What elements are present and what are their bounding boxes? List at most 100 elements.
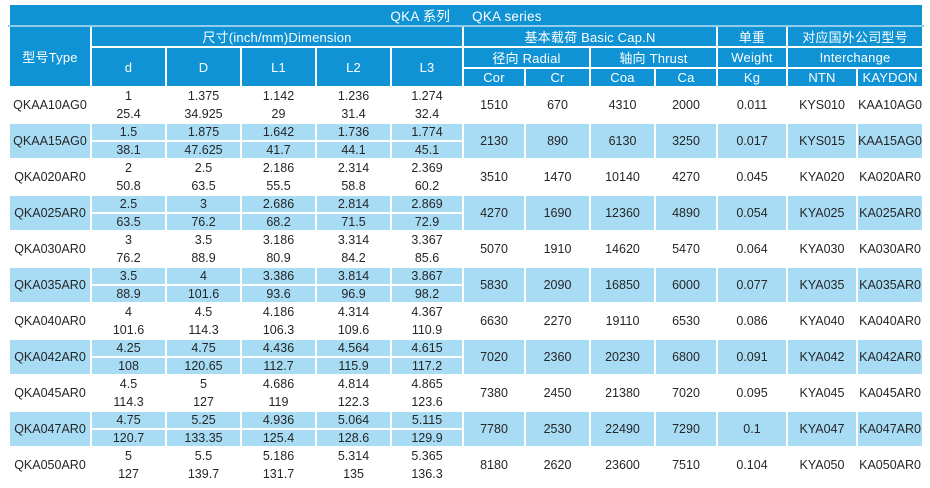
load-cor-cell: 8180 (462, 446, 526, 484)
dim-L3-inch-cell: 1.774 (390, 122, 464, 142)
table-row-mm: 50.8 63.5 55.5 58.8 60.2 (9, 176, 923, 196)
dim-L3-mm-cell: 98.2 (390, 284, 464, 304)
qka-series-table: QKA 系列 QKA series 型号Type 尺寸(inch/mm)Dimen… (7, 3, 925, 484)
dim-L2-mm-cell: 58.8 (315, 176, 392, 196)
dim-L3-inch-cell: 3.367 (390, 230, 464, 250)
dim-L3-mm-cell: 72.9 (390, 212, 464, 232)
dim-L2-mm-cell: 84.2 (315, 248, 392, 268)
dim-L1-inch-cell: 2.186 (240, 158, 317, 178)
dim-L3-mm-cell: 45.1 (390, 140, 464, 160)
interchange-ntn-cell: KYS015 (786, 122, 858, 160)
load-coa-cell: 14620 (589, 230, 656, 268)
dim-L3-inch-cell: 2.369 (390, 158, 464, 178)
table-title-en: QKA series (472, 9, 542, 24)
interchange-kaydon-cell: KA040AR0 (855, 302, 925, 340)
dim-d-mm-cell: 25.4 (90, 104, 167, 124)
dim-D-mm-cell: 47.625 (165, 140, 242, 160)
col-header-L3: L3 (390, 46, 464, 88)
load-cor-cell: 7020 (462, 338, 526, 376)
dim-L3-inch-cell: 3.867 (390, 266, 464, 286)
load-cr-cell: 1910 (524, 230, 591, 268)
dim-d-mm-cell: 63.5 (90, 212, 167, 232)
dim-L1-mm-cell: 68.2 (240, 212, 317, 232)
interchange-ntn-cell: KYA040 (786, 302, 858, 340)
dim-d-inch-cell: 1 (90, 86, 167, 106)
table-row-inch: QKA020AR0 2 2.5 2.186 2.314 2.369 3510 1… (8, 158, 925, 196)
dim-L2-inch-cell: 3.314 (315, 230, 392, 250)
interchange-kaydon-cell: KA020AR0 (855, 158, 925, 196)
load-ca-cell: 7020 (654, 374, 718, 412)
dim-d-inch-cell: 4.75 (90, 410, 167, 430)
load-coa-cell: 12360 (589, 194, 656, 232)
interchange-kaydon-cell: KA030AR0 (855, 230, 925, 268)
load-cor-cell: 3510 (462, 158, 526, 196)
table-row-mm: 127 139.7 131.7 135 136.3 (9, 464, 923, 484)
weight-kg-cell: 0.064 (716, 230, 788, 268)
col-header-d: d (90, 46, 167, 88)
table-row-mm: 88.9 101.6 93.6 96.9 98.2 (9, 284, 923, 304)
col-group-weight-cn: 单重 (716, 25, 788, 48)
dim-L1-mm-cell: 41.7 (240, 140, 317, 160)
dim-L3-inch-cell: 2.869 (390, 194, 464, 214)
interchange-kaydon-cell: KA025AR0 (855, 194, 925, 232)
load-cr-cell: 1470 (524, 158, 591, 196)
load-ca-cell: 6800 (654, 338, 718, 376)
dim-d-mm-cell: 50.8 (90, 176, 167, 196)
dim-D-inch-cell: 4 (165, 266, 242, 286)
dim-L3-inch-cell: 4.865 (390, 374, 464, 394)
weight-kg-cell: 0.054 (716, 194, 788, 232)
interchange-ntn-cell: KYA020 (786, 158, 858, 196)
dim-L1-inch-cell: 4.936 (240, 410, 317, 430)
dim-L3-inch-cell: 5.115 (390, 410, 464, 430)
dim-L2-mm-cell: 115.9 (315, 356, 392, 376)
col-group-interchange-cn: 对应国外公司型号 (785, 25, 925, 48)
dim-L2-inch-cell: 4.564 (315, 338, 392, 358)
dim-d-mm-cell: 88.9 (90, 284, 167, 304)
load-coa-cell: 22490 (589, 410, 656, 448)
col-group-dimension: 尺寸(inch/mm)Dimension (90, 25, 464, 48)
dim-L1-mm-cell: 131.7 (240, 464, 317, 484)
dim-L1-inch-cell: 1.142 (240, 86, 317, 106)
dim-L3-mm-cell: 129.9 (390, 428, 464, 448)
table-header: QKA 系列 QKA series 型号Type 尺寸(inch/mm)Dimen… (7, 3, 925, 88)
dim-L2-mm-cell: 96.9 (315, 284, 392, 304)
dim-L3-inch-cell: 5.365 (390, 446, 464, 466)
dim-L1-inch-cell: 4.436 (240, 338, 317, 358)
dim-D-mm-cell: 120.65 (165, 356, 242, 376)
weight-kg-cell: 0.045 (716, 158, 788, 196)
table-row-mm: 120.7 133.35 125.4 128.6 129.9 (9, 428, 923, 448)
table-title-cn: QKA 系列 (390, 9, 451, 24)
weight-kg-cell: 0.017 (716, 122, 788, 160)
dim-D-mm-cell: 127 (165, 392, 242, 412)
dim-L1-mm-cell: 106.3 (240, 320, 317, 340)
dim-L3-inch-cell: 1.274 (390, 86, 464, 106)
interchange-kaydon-cell: KAA10AG0 (855, 86, 925, 124)
dim-L2-mm-cell: 122.3 (315, 392, 392, 412)
dim-L2-inch-cell: 4.314 (315, 302, 392, 322)
weight-kg-cell: 0.077 (716, 266, 788, 304)
load-ca-cell: 3250 (654, 122, 718, 160)
load-ca-cell: 7510 (654, 446, 718, 484)
dim-L3-mm-cell: 60.2 (390, 176, 464, 196)
dim-D-mm-cell: 101.6 (165, 284, 242, 304)
load-ca-cell: 6000 (654, 266, 718, 304)
header-sub-row: d D L1 L2 L3 径向 Radial 轴向 Thrust Weight … (9, 46, 925, 88)
table-row-mm: 25.4 34.925 29 31.4 32.4 (9, 104, 923, 124)
dim-L2-mm-cell: 135 (315, 464, 392, 484)
load-cor-cell: 5830 (462, 266, 526, 304)
dim-d-inch-cell: 4.5 (90, 374, 167, 394)
table-row-inch: QKA035AR0 3.5 4 3.386 3.814 3.867 5830 2… (8, 266, 925, 304)
load-coa-cell: 19110 (589, 302, 656, 340)
dim-L2-mm-cell: 31.4 (315, 104, 392, 124)
model-type-cell: QKAA10AG0 (8, 86, 92, 124)
dim-L2-inch-cell: 3.814 (315, 266, 392, 286)
load-cor-cell: 7380 (462, 374, 526, 412)
col-header-kg: Kg (716, 67, 788, 88)
interchange-ntn-cell: KYA045 (786, 374, 858, 412)
col-header-L2: L2 (315, 46, 392, 88)
dim-D-inch-cell: 1.375 (165, 86, 242, 106)
load-cr-cell: 1690 (524, 194, 591, 232)
table-row-inch: QKAA10AG0 1 1.375 1.142 1.236 1.274 1510… (8, 86, 925, 124)
dim-D-inch-cell: 4.5 (165, 302, 242, 322)
dim-D-mm-cell: 63.5 (165, 176, 242, 196)
